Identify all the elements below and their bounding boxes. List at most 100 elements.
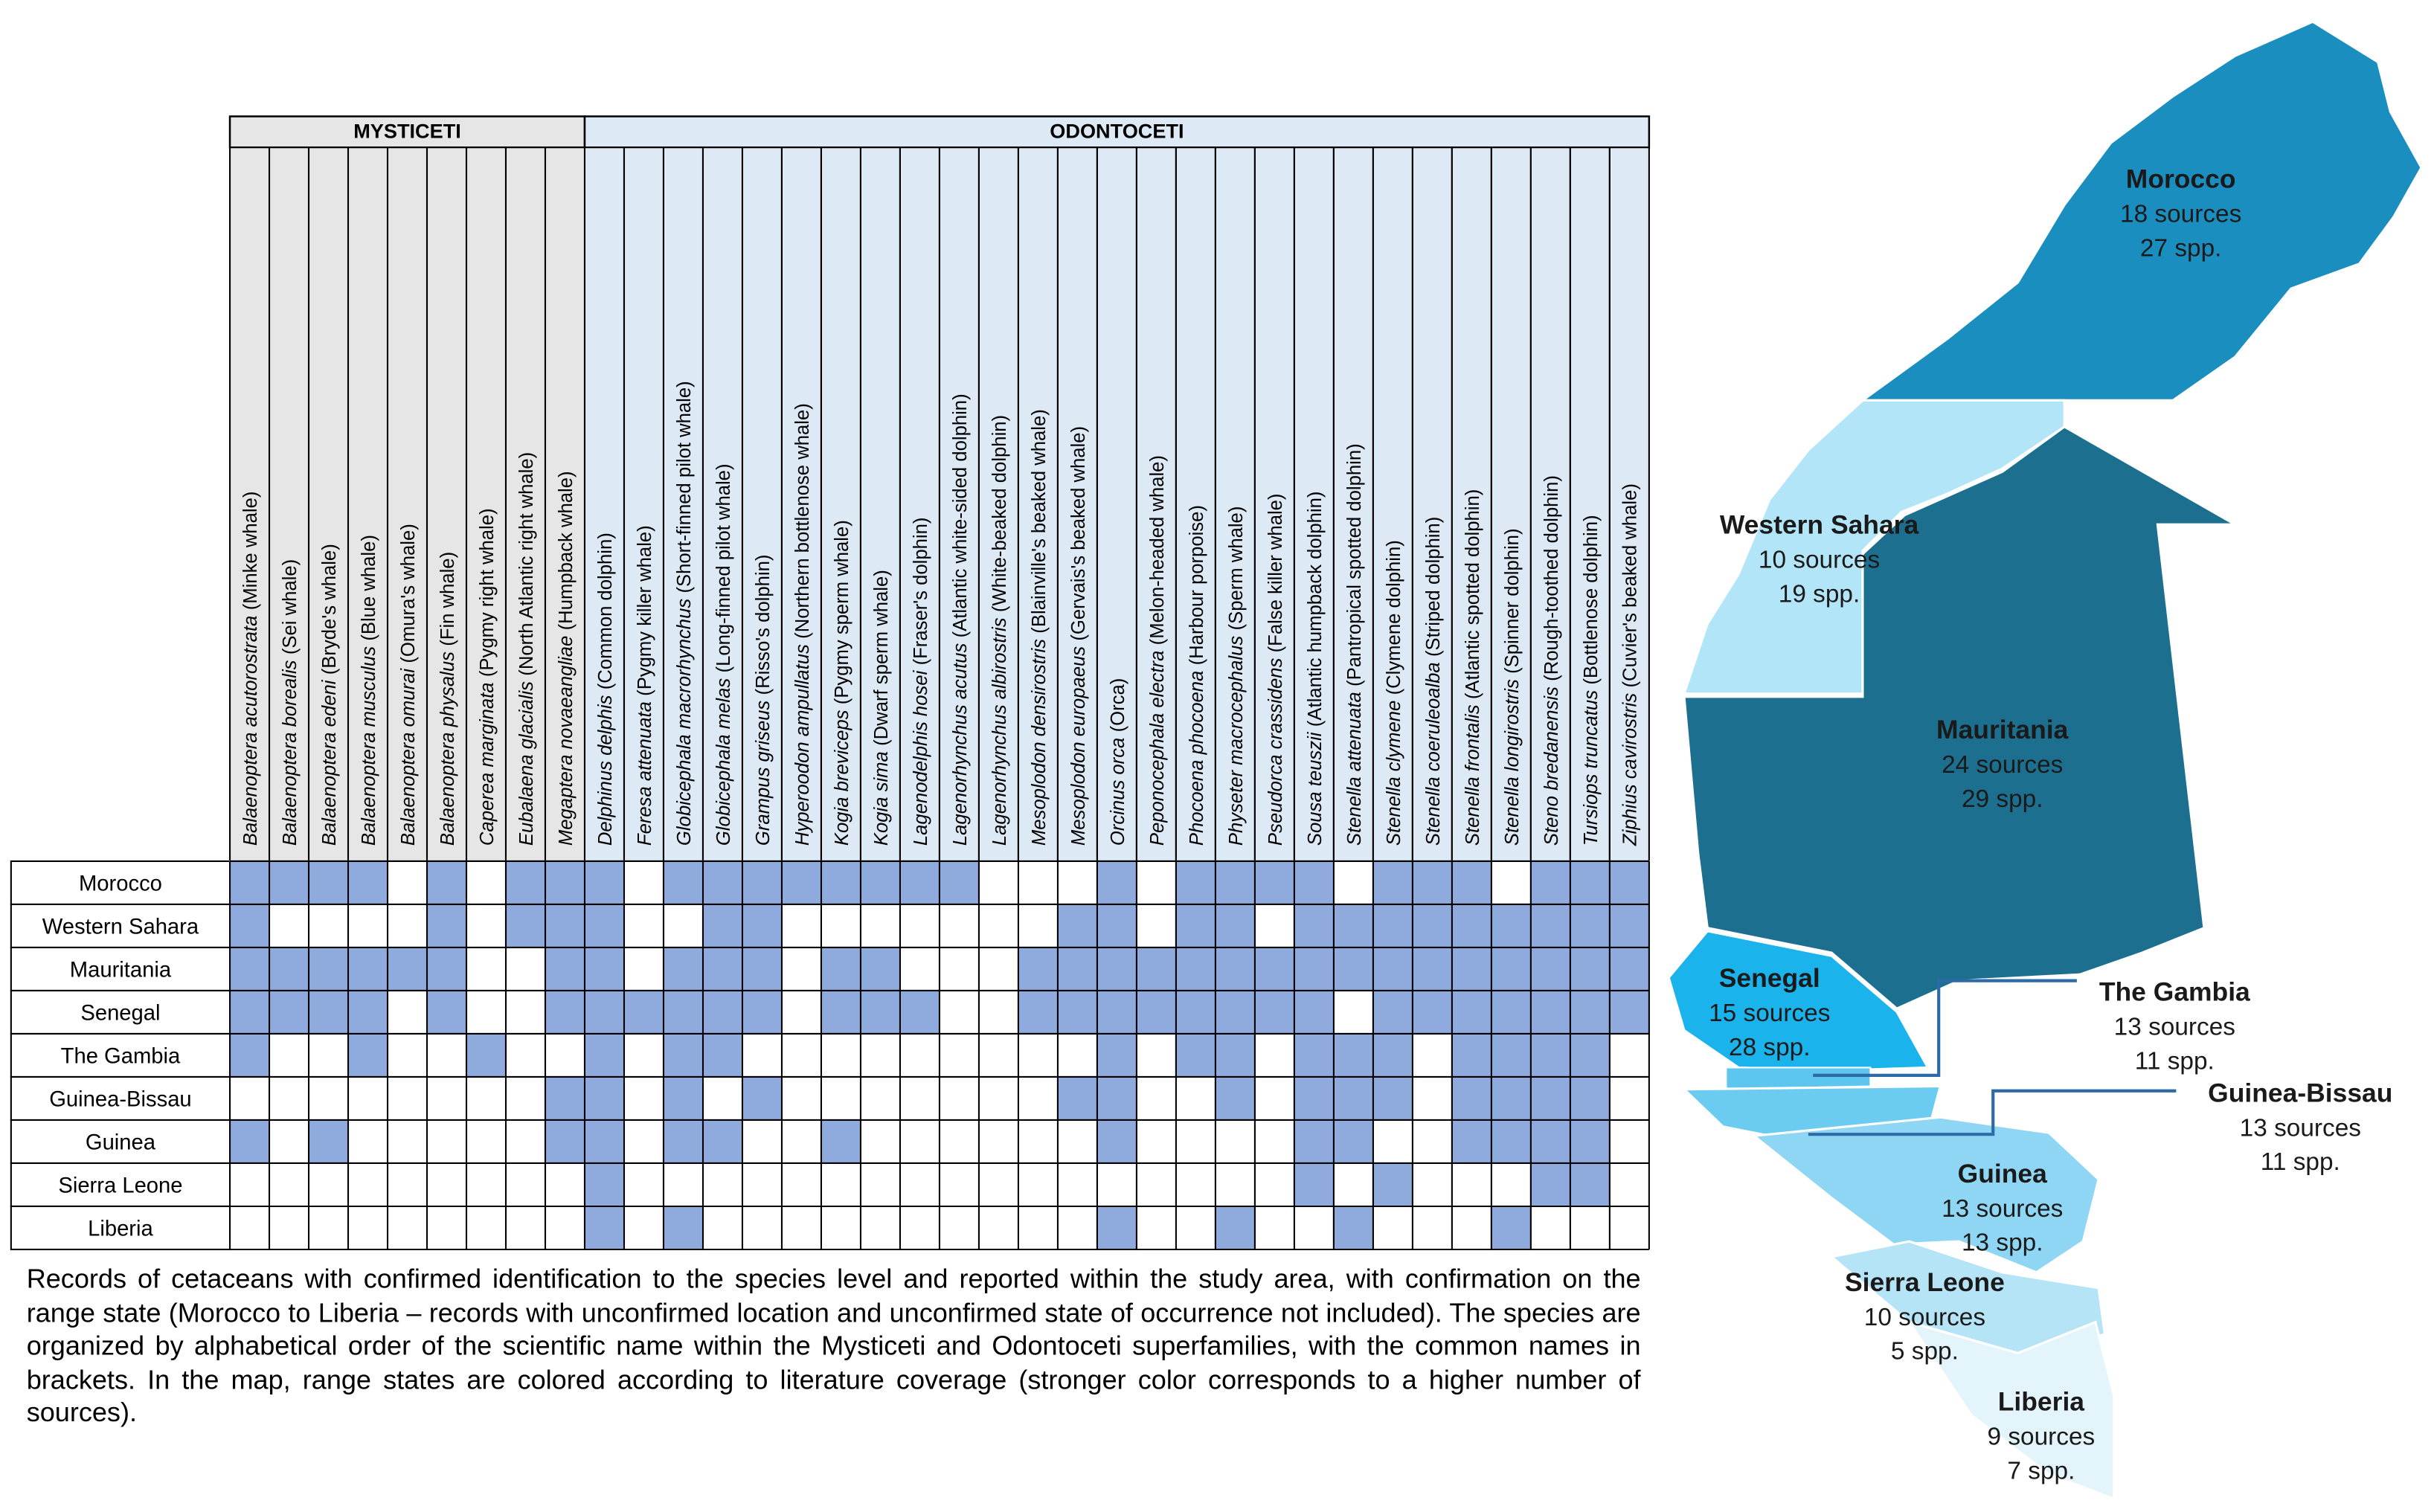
presence-cell: [347, 860, 389, 906]
scientific-name: Ziphius cavirostris: [1620, 693, 1641, 846]
presence-cell: [1569, 1075, 1611, 1122]
scientific-name: Stenella frontalis: [1462, 704, 1483, 846]
presence-cell: [228, 1119, 271, 1165]
presence-cell: [228, 989, 271, 1035]
common-name: (Gervais's beaked whale): [1068, 426, 1089, 641]
map: Morocco 18 sources 27 spp. Western Sahara 10…: [1667, 20, 2423, 1501]
common-name: (Pygmy sperm whale): [832, 520, 852, 704]
presence-cell: [859, 989, 901, 1035]
group-header-cell: [583, 115, 1651, 149]
species-label: Stenella coeruleoalba (Striped dolphin): [1423, 517, 1444, 846]
presence-cell: [662, 946, 704, 992]
presence-cell: [939, 990, 979, 1034]
species-label: Mesoplodon europaeus (Gervais's beaked wh…: [1068, 426, 1089, 846]
species-label: Lagenorhynchus albirostris (White-beaked …: [989, 415, 1010, 846]
region-sources: 18 sources: [2120, 200, 2241, 228]
scientific-name: Hyperoodon ampullatus: [792, 644, 813, 846]
presence-cell: [860, 1162, 900, 1206]
presence-cell: [1412, 1076, 1452, 1120]
scientific-name: Balaenoptera edeni: [319, 679, 340, 846]
common-name: (Sei whale): [280, 559, 301, 654]
presence-cell: [1018, 860, 1058, 904]
presence-cell: [1214, 1032, 1256, 1078]
scientific-name: Stenella coeruleoalba: [1423, 662, 1444, 846]
presence-cell: [701, 1119, 744, 1165]
species-label: Stenella longirostris (Spinner dolphin): [1502, 528, 1523, 846]
species-label: Mesoplodon densirostris (Blainville's bea…: [1029, 409, 1050, 846]
presence-cell: [307, 1119, 350, 1165]
presence-cell: [781, 1076, 821, 1120]
species-header-cell: [228, 147, 271, 863]
presence-cell: [583, 1162, 626, 1208]
common-name: (Humpback whale): [556, 471, 577, 630]
presence-cell: [427, 1076, 467, 1120]
presence-cell: [899, 1076, 940, 1120]
presence-cell: [781, 1033, 821, 1077]
region-name: Guinea-Bissau: [2208, 1078, 2392, 1107]
caption: Records of cetaceans with confirmed iden…: [26, 1263, 1641, 1428]
region-name: Guinea: [1958, 1159, 2047, 1188]
presence-cell: [821, 904, 861, 948]
presence-cell: [1175, 1076, 1216, 1120]
presence-cell: [1096, 903, 1137, 949]
presence-cell: [1096, 1119, 1137, 1165]
scientific-name: Feresa attenuata: [635, 701, 655, 846]
scientific-name: Balaenoptera acutorostrata: [240, 616, 261, 846]
presence-cell: [1096, 1205, 1137, 1251]
row-label: Morocco: [79, 872, 162, 895]
presence-cell: [1569, 1119, 1611, 1165]
presence-cell: [583, 903, 626, 949]
presence-cell: [1293, 989, 1335, 1035]
common-name: (Melon-headed whale): [1147, 455, 1168, 645]
presence-cell: [583, 946, 626, 992]
scientific-name: Globicephala melas: [713, 678, 734, 846]
presence-cell: [466, 1162, 507, 1206]
presence-cell: [662, 1032, 704, 1078]
presence-cell: [465, 1032, 507, 1078]
presence-cell: [781, 990, 821, 1034]
presence-cell: [269, 1076, 309, 1120]
presence-cell: [623, 904, 664, 948]
common-name: (Short-finned pilot whale): [674, 381, 695, 593]
presence-cell: [821, 1033, 861, 1077]
presence-cell: [978, 1033, 1018, 1077]
presence-cell: [1057, 1206, 1097, 1249]
row-header-cell: [10, 1032, 231, 1078]
presence-cell: [860, 1206, 900, 1249]
presence-cell: [1451, 1075, 1492, 1122]
region-species: 29 spp.: [1962, 785, 2043, 813]
row-label: Liberia: [88, 1217, 153, 1241]
presence-cell: [1411, 860, 1453, 906]
presence-cell: [1018, 904, 1058, 948]
region-species: 11 spp.: [2261, 1148, 2340, 1176]
species-label: Caperea marginata (Pygmy right whale): [477, 508, 498, 846]
species-header-cell: [1293, 147, 1335, 863]
presence-cell: [1490, 1075, 1532, 1122]
presence-cell: [1490, 1205, 1532, 1251]
presence-cell: [820, 1119, 862, 1165]
presence-cell: [1411, 946, 1453, 992]
species-header-cell: [859, 147, 901, 863]
presence-cell: [427, 1206, 467, 1249]
presence-cell: [309, 1162, 349, 1206]
presence-cell: [426, 903, 468, 949]
presence-cell: [1215, 1119, 1255, 1163]
scientific-name: Lagenorhynchus albirostris: [989, 617, 1010, 846]
presence-cell: [742, 1119, 782, 1163]
presence-cell: [1451, 989, 1492, 1035]
region-sources: 24 sources: [1942, 751, 2063, 779]
presence-cell: [1569, 989, 1611, 1035]
presence-cell: [427, 1119, 467, 1163]
presence-cell: [820, 946, 862, 992]
presence-cell: [1372, 1075, 1413, 1122]
scientific-name: Globicephala macrorhynchus: [674, 599, 695, 846]
presence-cell: [506, 947, 545, 991]
presence-cell: [978, 904, 1018, 948]
presence-cell: [1017, 946, 1059, 992]
presence-cell: [781, 1206, 821, 1249]
row-label: The Gambia: [61, 1044, 181, 1068]
scientific-name: Balaenoptera omurai: [398, 668, 419, 846]
presence-cell: [1057, 1162, 1097, 1206]
presence-cell: [466, 990, 507, 1034]
common-name: (Sperm whale): [1226, 506, 1247, 631]
